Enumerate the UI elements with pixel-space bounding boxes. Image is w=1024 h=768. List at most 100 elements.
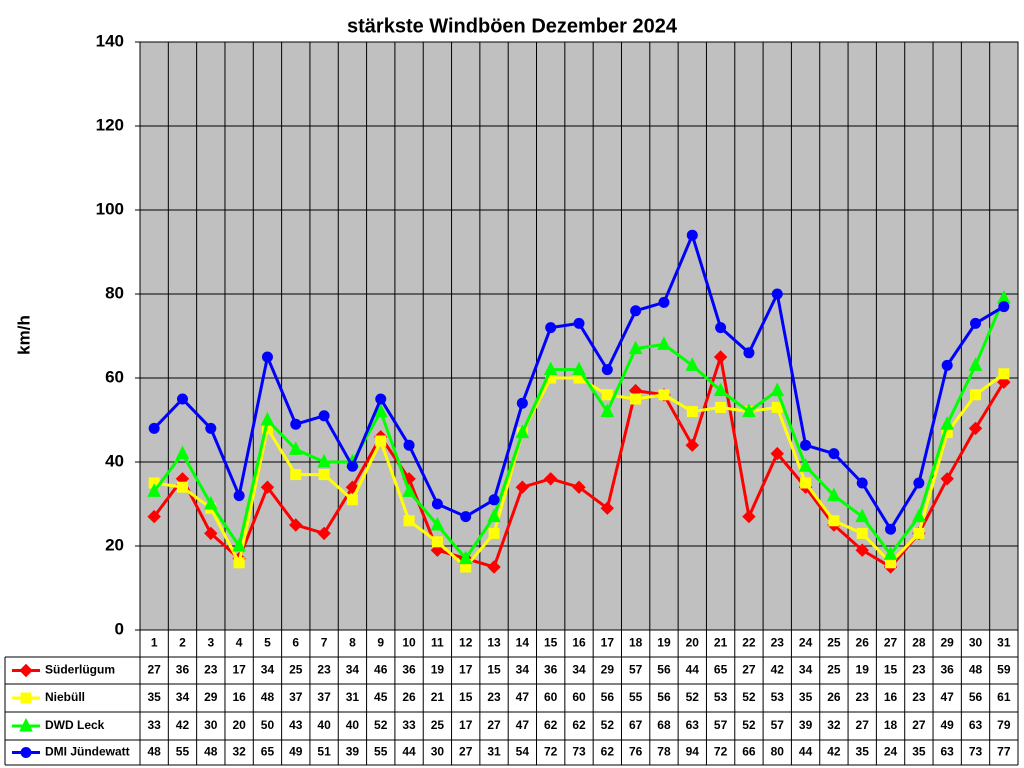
x-tick-label: 11 — [431, 636, 444, 650]
legend-marker — [20, 747, 32, 758]
data-point — [543, 361, 558, 376]
table-value: 34 — [799, 663, 813, 677]
data-point — [318, 469, 330, 481]
table-value: 54 — [516, 745, 530, 759]
table-value: 57 — [771, 718, 785, 732]
y-axis-label: km/h — [14, 315, 33, 355]
table-value: 33 — [402, 718, 416, 732]
x-tick-label: 3 — [207, 636, 214, 650]
table-value: 56 — [657, 663, 671, 677]
table-value: 62 — [544, 718, 558, 732]
x-tick-label: 14 — [516, 636, 530, 650]
y-tick-label: 60 — [105, 367, 124, 386]
table-value: 36 — [941, 663, 955, 677]
data-point — [742, 509, 756, 524]
table-value: 48 — [261, 690, 275, 704]
table-value: 46 — [374, 663, 388, 677]
table-value: 50 — [261, 718, 275, 732]
data-point — [260, 411, 275, 426]
table-value: 65 — [714, 663, 728, 677]
table-value: 16 — [884, 690, 898, 704]
table-value: 42 — [827, 745, 841, 759]
data-point — [431, 536, 443, 548]
data-point — [175, 445, 190, 460]
x-tick-label: 9 — [377, 636, 384, 650]
table-value: 49 — [289, 745, 303, 759]
table-value: 52 — [742, 718, 756, 732]
data-point — [402, 483, 416, 497]
table-value: 27 — [147, 663, 161, 677]
table-value: 34 — [261, 663, 275, 677]
data-point — [403, 515, 415, 527]
table-value: 23 — [204, 663, 218, 677]
data-point — [657, 336, 671, 350]
data-point — [203, 495, 218, 510]
data-point — [998, 301, 1010, 313]
data-point — [346, 460, 358, 472]
table-value: 35 — [799, 690, 813, 704]
data-point — [628, 340, 643, 355]
data-point — [233, 490, 245, 502]
table-value: 23 — [912, 690, 926, 704]
data-point — [147, 509, 161, 524]
x-tick-label: 20 — [686, 636, 700, 650]
table-value: 62 — [601, 745, 615, 759]
table-value: 48 — [969, 663, 983, 677]
table-value: 72 — [714, 745, 728, 759]
data-point — [941, 359, 953, 371]
table-value: 34 — [176, 690, 190, 704]
table-value: 34 — [516, 663, 530, 677]
table-value: 33 — [147, 718, 161, 732]
table-value: 53 — [714, 690, 728, 704]
y-tick-label: 80 — [105, 283, 124, 302]
data-point — [771, 288, 783, 300]
table-value: 23 — [317, 663, 331, 677]
x-tick-label: 8 — [349, 636, 356, 650]
table-value: 25 — [827, 663, 841, 677]
table-value: 76 — [629, 745, 643, 759]
data-point — [940, 416, 955, 430]
data-point — [686, 406, 698, 418]
data-point — [261, 351, 273, 363]
table-value: 47 — [516, 718, 530, 732]
table-value: 17 — [459, 663, 473, 677]
y-tick-label: 100 — [96, 199, 124, 218]
table-value: 20 — [232, 718, 246, 732]
table-value: 25 — [289, 663, 303, 677]
table-value: 47 — [941, 690, 955, 704]
y-tick-label: 120 — [96, 115, 124, 134]
data-point — [346, 494, 358, 506]
table-value: 57 — [629, 663, 643, 677]
table-value: 15 — [884, 663, 898, 677]
data-point — [913, 477, 925, 489]
data-point — [460, 511, 472, 523]
table-value: 48 — [147, 745, 161, 759]
x-tick-label: 21 — [714, 636, 728, 650]
table-value: 26 — [402, 690, 416, 704]
data-point — [318, 410, 330, 422]
data-point — [147, 483, 161, 497]
x-tick-label: 29 — [941, 636, 955, 650]
data-point — [204, 526, 218, 541]
table-value: 27 — [856, 718, 870, 732]
data-point — [317, 453, 331, 468]
data-point — [798, 458, 813, 472]
table-value: 59 — [997, 663, 1011, 677]
table-value: 63 — [969, 718, 983, 732]
table-value: 23 — [856, 690, 870, 704]
table-value: 36 — [402, 663, 416, 677]
data-point — [431, 498, 443, 510]
data-point — [742, 403, 756, 418]
data-point — [458, 550, 473, 565]
table-value: 24 — [884, 745, 898, 759]
x-tick-label: 16 — [572, 636, 586, 650]
table-value: 37 — [317, 690, 331, 704]
table-value: 42 — [176, 718, 190, 732]
data-point — [487, 560, 501, 574]
data-point — [827, 487, 841, 502]
data-point — [176, 481, 188, 493]
table-value: 40 — [317, 718, 331, 732]
data-point — [600, 403, 615, 418]
data-point — [800, 439, 812, 451]
